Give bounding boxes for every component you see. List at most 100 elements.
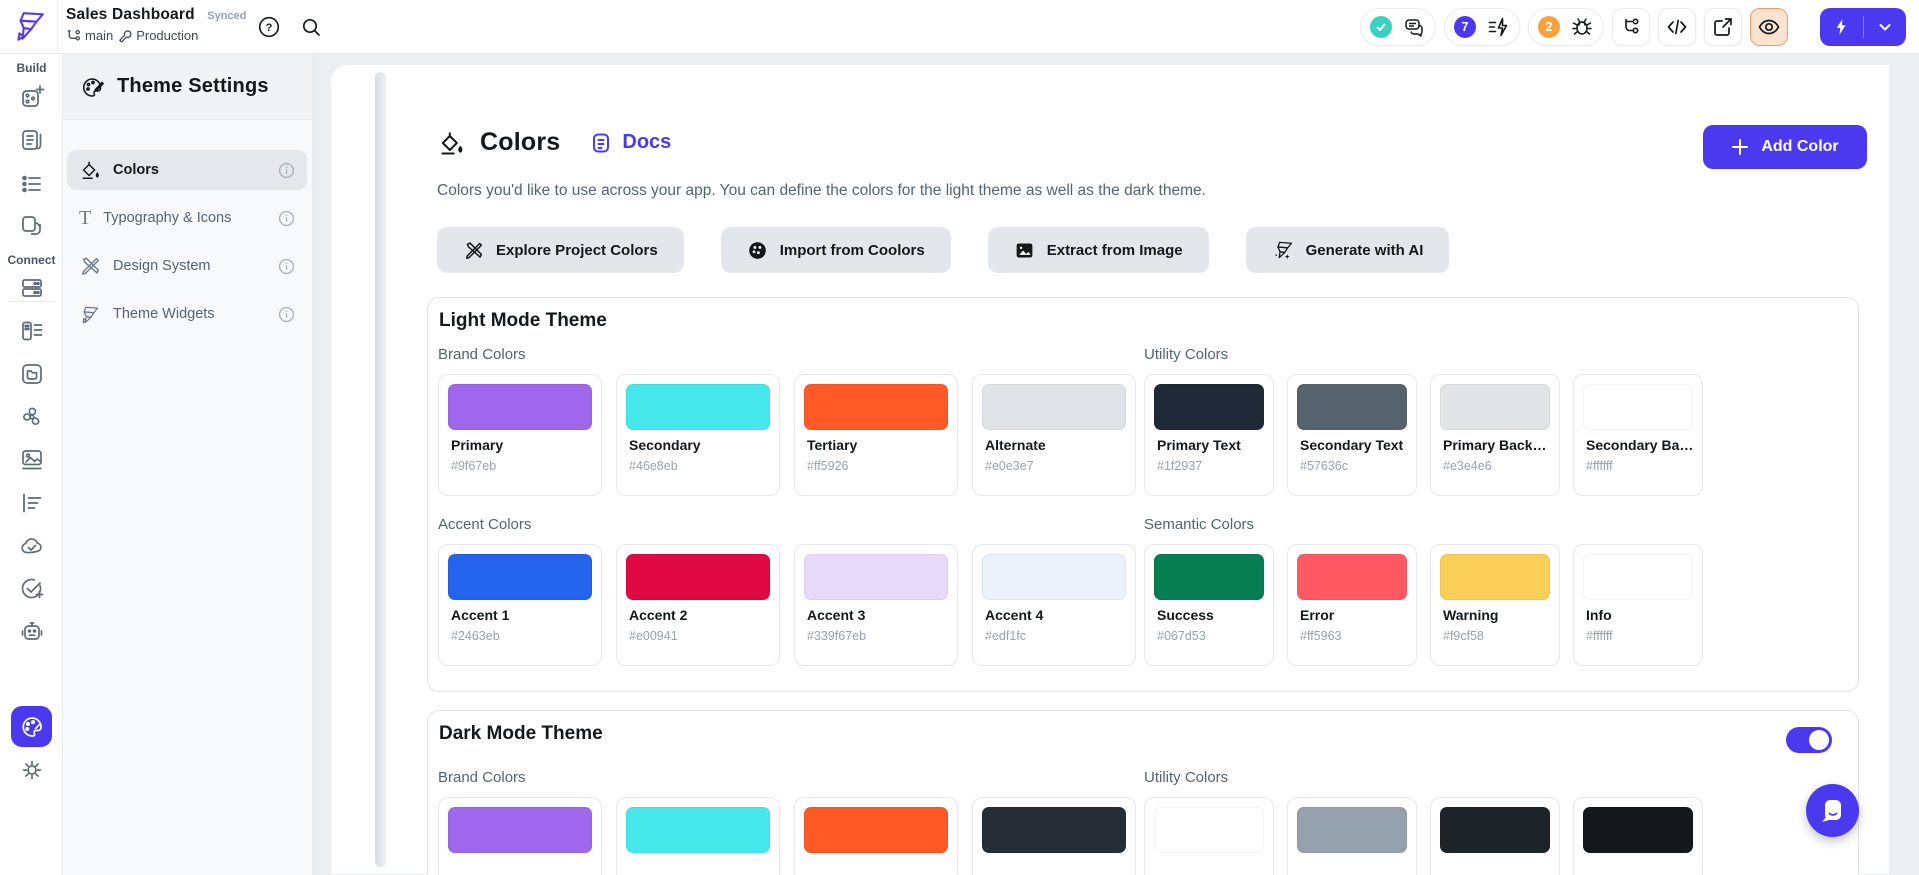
project-info: Sales Dashboard Synced main Production	[66, 6, 246, 43]
widget-tree-button[interactable]	[1612, 8, 1650, 46]
info-icon[interactable]	[278, 258, 295, 275]
swatch-card[interactable]: Primary #9f67eb	[438, 374, 602, 496]
nav-item-design-system[interactable]: Design System	[67, 246, 307, 286]
rail-settings-gear-icon[interactable]	[19, 757, 45, 783]
preview-eye-button[interactable]	[1750, 8, 1788, 46]
swatch-name: Info	[1586, 607, 1612, 623]
swatch-card[interactable]: Info #ffffff	[1573, 544, 1703, 666]
info-icon[interactable]	[278, 162, 295, 179]
extract-from-image-button[interactable]: Extract from Image	[987, 227, 1209, 273]
rail-components-icon[interactable]	[19, 213, 45, 239]
code-view-button[interactable]	[1658, 8, 1696, 46]
paint-bucket-icon	[441, 132, 463, 154]
design-tools-icon	[465, 241, 483, 259]
vertical-scrollbar[interactable]	[375, 72, 386, 867]
swatch-group-accent: Accent Colors Accent 1 #2463eb Accent 2 #e0…	[438, 516, 1138, 666]
coolors-palette-icon	[748, 241, 766, 259]
swatch-card[interactable]: Accent 1 #2463eb	[438, 544, 602, 666]
group-label: Utility Colors	[1144, 769, 1229, 786]
rail-database-icon[interactable]	[19, 275, 45, 301]
swatch-color-preview	[1440, 384, 1550, 430]
rail-list-icon[interactable]	[19, 170, 45, 196]
checks-passed-icon	[1370, 16, 1392, 38]
help-button[interactable]: ?	[257, 15, 281, 39]
swatch-hex: #ffffff	[1586, 459, 1613, 473]
swatch-card[interactable]: Warning #f9cf58	[1430, 544, 1560, 666]
rail-media-assets-icon[interactable]	[19, 447, 45, 473]
swatch-card[interactable]: Alternate #e0e3e7	[972, 374, 1136, 496]
rail-add-widget-icon[interactable]	[19, 84, 45, 110]
swatch-card[interactable]: Primary Text #1f2937	[1144, 374, 1274, 496]
nav-item-label: Colors	[113, 162, 159, 178]
swatch-color-preview	[1297, 807, 1407, 853]
swatch-card[interactable]	[438, 797, 602, 875]
nav-item-colors[interactable]: Colors	[67, 150, 307, 190]
nav-item-typography[interactable]: T Typography & Icons	[67, 198, 307, 238]
swatch-card[interactable]	[616, 797, 780, 875]
swatch-card[interactable]: Secondary Background #ffffff	[1573, 374, 1703, 496]
swatch-card[interactable]: Secondary Text #57636c	[1287, 374, 1417, 496]
run-app-split-button[interactable]	[1820, 8, 1906, 46]
rail-ai-agents-icon[interactable]	[19, 619, 45, 645]
rail-cloud-functions-icon[interactable]	[19, 533, 45, 559]
run-app-button[interactable]	[1820, 8, 1863, 46]
swatch-color-preview	[982, 384, 1126, 430]
support-chat-button[interactable]	[1806, 784, 1859, 837]
checks-and-comments-pill[interactable]	[1360, 8, 1436, 46]
rail-theme-settings-active[interactable]	[11, 706, 52, 747]
nav-item-theme-widgets[interactable]: Theme Widgets	[67, 294, 307, 334]
panel-title: Theme Settings	[117, 75, 269, 97]
swatch-card[interactable]	[1430, 797, 1560, 875]
swatch-card[interactable]: Primary Background #e3e4e6	[1430, 374, 1560, 496]
rail-pages-icon[interactable]	[19, 127, 45, 153]
swatch-card[interactable]	[972, 797, 1136, 875]
sync-status: Synced	[207, 10, 247, 22]
search-button[interactable]	[299, 15, 323, 39]
swatch-card[interactable]: Secondary #46e8eb	[616, 374, 780, 496]
swatch-card[interactable]	[1573, 797, 1703, 875]
swatch-card[interactable]: Accent 4 #edf1fc	[972, 544, 1136, 666]
connect-section-label: Connect	[7, 253, 56, 267]
info-icon[interactable]	[278, 210, 295, 227]
app-logo[interactable]	[0, 0, 58, 54]
swatch-color-preview	[448, 384, 592, 430]
panel-header: Theme Settings	[63, 54, 312, 120]
explore-project-colors-button[interactable]: Explore Project Colors	[437, 227, 684, 273]
info-icon[interactable]	[278, 306, 295, 323]
swatch-card[interactable]: Accent 3 #339f67eb	[794, 544, 958, 666]
nav-item-label: Typography & Icons	[103, 210, 232, 226]
issues-pill[interactable]: 2	[1528, 8, 1604, 46]
import-from-coolors-button[interactable]: Import from Coolors	[720, 227, 951, 273]
rail-integrations-icon[interactable]	[19, 404, 45, 430]
rail-divider	[8, 301, 55, 302]
rail-tests-icon[interactable]	[19, 576, 45, 602]
swatch-card[interactable]	[794, 797, 958, 875]
navigation-rail: Build Connect	[0, 54, 63, 875]
swatch-card[interactable]: Accent 2 #e00941	[616, 544, 780, 666]
swatch-card[interactable]	[1287, 797, 1417, 875]
actions-pill[interactable]: 7	[1444, 8, 1520, 46]
open-in-new-button[interactable]	[1704, 8, 1742, 46]
swatch-card[interactable]: Success #067d53	[1144, 544, 1274, 666]
run-options-button[interactable]	[1864, 8, 1907, 46]
swatch-color-preview	[1583, 554, 1693, 600]
swatch-card[interactable]: Error #ff5963	[1287, 544, 1417, 666]
branch-selector[interactable]: main	[66, 28, 113, 43]
rail-custom-code-icon[interactable]	[19, 490, 45, 516]
svg-text:?: ?	[266, 22, 273, 34]
rail-project-files-icon[interactable]	[19, 361, 45, 387]
swatch-card[interactable]: Tertiary #ff5926	[794, 374, 958, 496]
swatch-color-preview	[626, 384, 770, 430]
group-label: Utility Colors	[1144, 346, 1229, 363]
swatch-card[interactable]	[1144, 797, 1274, 875]
nav-item-label: Design System	[113, 258, 211, 274]
docs-link[interactable]: Docs	[589, 131, 671, 155]
rail-app-values-icon[interactable]	[19, 318, 45, 344]
add-color-label: Add Color	[1761, 138, 1839, 155]
dark-mode-toggle[interactable]	[1786, 727, 1832, 753]
group-label: Brand Colors	[438, 346, 526, 363]
generate-with-ai-button[interactable]: Generate with AI	[1245, 227, 1450, 273]
swatch-color-preview	[448, 554, 592, 600]
add-color-button[interactable]: Add Color	[1703, 125, 1867, 169]
environment-selector[interactable]: Production	[117, 28, 198, 43]
